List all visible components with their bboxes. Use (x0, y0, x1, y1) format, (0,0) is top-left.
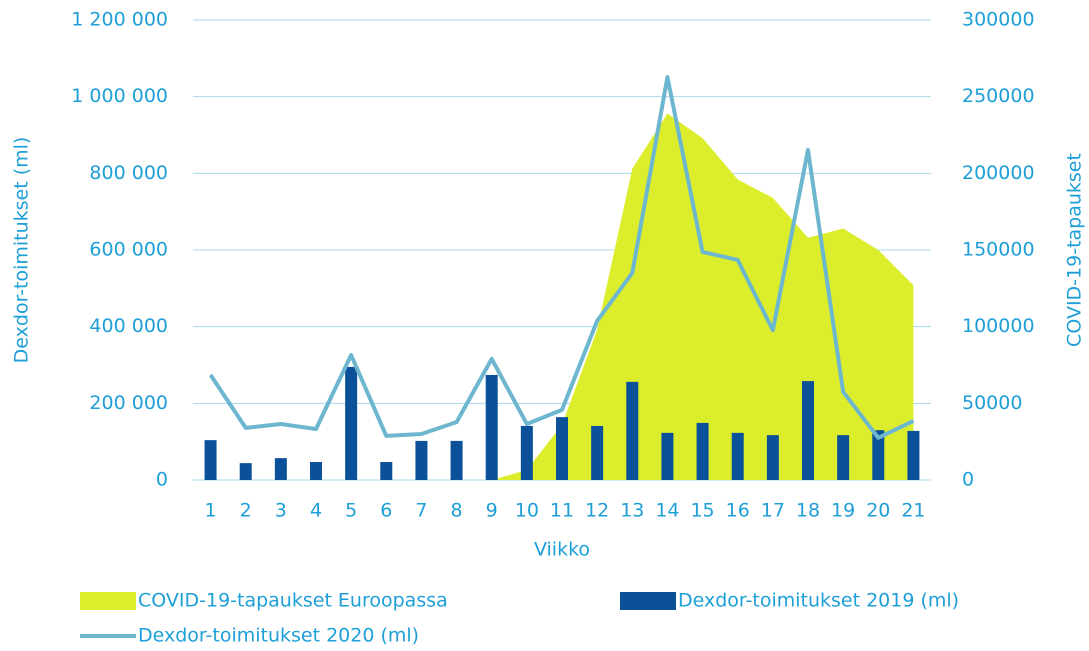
x-tick-label: 9 (486, 500, 498, 522)
bar (274, 458, 287, 480)
bar (696, 422, 709, 480)
bar (661, 432, 674, 480)
bar (626, 381, 639, 480)
legend-label: Dexdor-toimitukset 2019 (ml) (678, 590, 959, 612)
x-tick-label: 18 (796, 500, 820, 522)
bar (731, 432, 744, 480)
bar (380, 461, 393, 480)
y2-tick-label: 200000 (962, 162, 1035, 184)
y-tick-label: 1 200 000 (71, 9, 168, 31)
y-tick-label: 800 000 (89, 162, 168, 184)
bar (907, 430, 920, 480)
bar (520, 425, 533, 480)
x-axis-title: Viikko (534, 539, 590, 561)
x-tick-label: 21 (901, 500, 925, 522)
x-tick-label: 10 (515, 500, 539, 522)
x-tick-label: 11 (550, 500, 574, 522)
x-tick-label: 15 (690, 500, 714, 522)
x-tick-label: 5 (345, 500, 357, 522)
x-tick-label: 16 (726, 500, 750, 522)
legend-label: COVID-19-tapaukset Euroopassa (138, 590, 448, 612)
y2-tick-label: 100000 (962, 315, 1035, 337)
bar (204, 440, 217, 480)
bar (310, 461, 322, 480)
y2-axis-title: COVID-19-tapaukset (1064, 153, 1086, 347)
y-tick-label: 1 000 000 (71, 85, 168, 107)
bar (766, 435, 779, 480)
bar (450, 440, 463, 480)
y-axis-title: Dexdor-toimitukset (ml) (11, 137, 33, 364)
y-tick-label: 0 (156, 469, 168, 491)
legend-label: Dexdor-toimitukset 2020 (ml) (138, 625, 419, 647)
bar (239, 463, 252, 480)
y-tick-label: 200 000 (89, 392, 168, 414)
bar (415, 440, 428, 480)
x-tick-label: 12 (585, 500, 609, 522)
x-tick-label: 8 (451, 500, 463, 522)
legend-swatch (620, 592, 676, 610)
bar (872, 430, 885, 480)
x-tick-label: 19 (831, 500, 855, 522)
y-tick-label: 600 000 (89, 239, 168, 261)
x-tick-label: 14 (655, 500, 679, 522)
bar (556, 417, 568, 480)
y2-tick-label: 150000 (962, 239, 1035, 261)
x-tick-label: 3 (275, 500, 287, 522)
bar (345, 366, 358, 480)
x-tick-label: 1 (205, 500, 217, 522)
bar (485, 374, 498, 480)
y2-tick-label: 0 (962, 469, 974, 491)
legend-swatch (80, 592, 136, 610)
y2-tick-label: 250000 (962, 85, 1035, 107)
x-tick-label: 6 (380, 500, 392, 522)
x-tick-label: 13 (620, 500, 644, 522)
x-tick-label: 17 (761, 500, 785, 522)
x-tick-label: 2 (240, 500, 252, 522)
y2-tick-label: 300000 (962, 9, 1035, 31)
x-tick-label: 20 (866, 500, 890, 522)
bar (837, 435, 850, 480)
y2-tick-label: 50000 (962, 392, 1022, 414)
bar (591, 425, 604, 480)
x-tick-label: 4 (310, 500, 322, 522)
area (210, 113, 914, 481)
line (208, 75, 915, 440)
bar (802, 381, 814, 480)
y-tick-label: 400 000 (89, 315, 168, 337)
x-tick-label: 7 (415, 500, 427, 522)
